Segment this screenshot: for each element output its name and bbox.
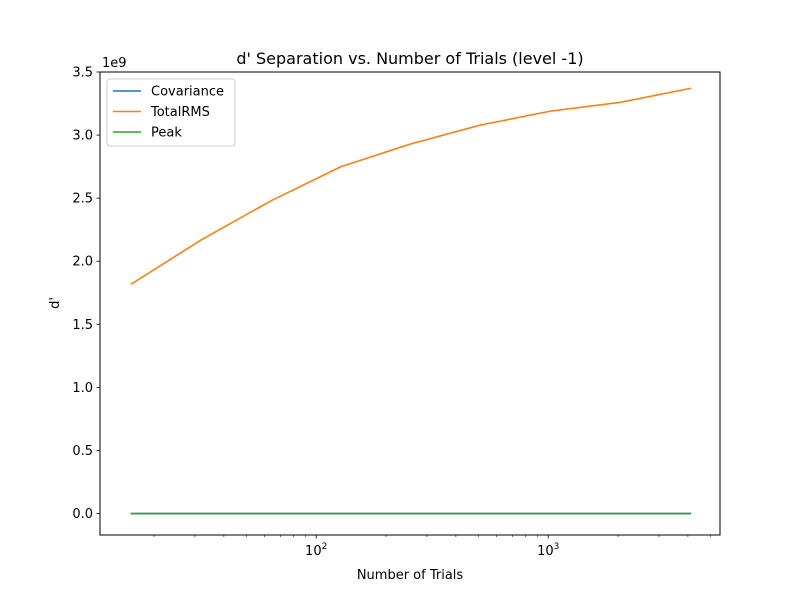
y-tick-label: 1.5 [72,318,93,333]
legend-box [106,78,236,147]
y-offset-label: 1e9 [102,56,127,71]
x-tick-label: 102 [305,542,327,559]
legend-label-totalrms: TotalRMS [150,105,210,120]
legend-label-peak: Peak [151,126,182,141]
legend: Covariance TotalRMS Peak [106,78,236,147]
legend-label-covariance: Covariance [151,85,224,100]
y-tick-label: 2.5 [72,192,93,207]
y-tick-label: 3.0 [72,129,93,144]
y-tick-label: 3.5 [72,66,93,81]
y-tick-label: 0.5 [72,444,93,459]
chart-title: d' Separation vs. Number of Trials (leve… [236,49,583,68]
x-axis: 102 103 [153,535,711,559]
axes-frame [99,71,721,536]
y-tick-label: 2.0 [72,255,93,270]
y-axis-label: d' [48,297,63,309]
y-axis: 0.0 0.5 1.0 1.5 2.0 2.5 3.0 3.5 [72,66,100,522]
y-tick-label: 0.0 [72,507,93,522]
series-line-totalrms [130,87,692,286]
y-tick-label: 1.0 [72,381,93,396]
plot-area [130,87,692,515]
x-axis-label: Number of Trials [357,568,464,583]
x-tick-label: 103 [537,542,559,559]
